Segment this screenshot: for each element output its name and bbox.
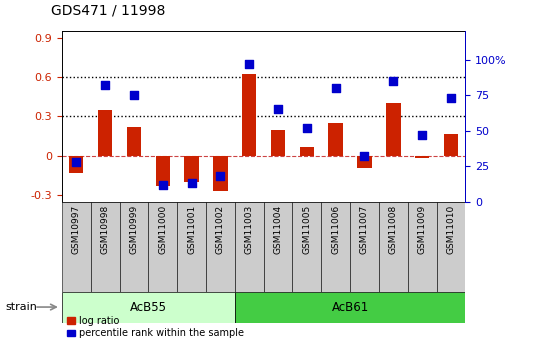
- Bar: [444, 134, 458, 156]
- Bar: [155, 156, 170, 186]
- Text: strain: strain: [5, 302, 37, 312]
- Text: GSM11010: GSM11010: [447, 205, 456, 254]
- Bar: [127, 127, 141, 156]
- Bar: [235, 292, 465, 323]
- Text: GSM10997: GSM10997: [72, 205, 81, 254]
- Bar: [148, 202, 177, 292]
- Bar: [350, 202, 379, 292]
- Text: GSM11005: GSM11005: [302, 205, 312, 254]
- Point: [274, 107, 282, 112]
- Point: [245, 61, 253, 67]
- Bar: [213, 156, 228, 191]
- Bar: [293, 202, 321, 292]
- Bar: [408, 202, 436, 292]
- Bar: [329, 123, 343, 156]
- Text: GSM11008: GSM11008: [389, 205, 398, 254]
- Bar: [300, 147, 314, 156]
- Point: [331, 85, 340, 91]
- Text: AcB55: AcB55: [130, 300, 167, 314]
- Text: GSM11003: GSM11003: [245, 205, 254, 254]
- Text: GSM11007: GSM11007: [360, 205, 369, 254]
- Text: GSM10998: GSM10998: [101, 205, 110, 254]
- Bar: [235, 202, 264, 292]
- Bar: [379, 202, 408, 292]
- Text: GSM11004: GSM11004: [273, 205, 282, 254]
- Legend: log ratio, percentile rank within the sample: log ratio, percentile rank within the sa…: [67, 316, 244, 338]
- Point: [360, 154, 369, 159]
- Point: [72, 159, 81, 165]
- Bar: [264, 202, 293, 292]
- Text: GSM11002: GSM11002: [216, 205, 225, 254]
- Bar: [185, 156, 199, 182]
- Text: GSM11001: GSM11001: [187, 205, 196, 254]
- Point: [101, 82, 109, 88]
- Point: [158, 182, 167, 188]
- Bar: [386, 103, 400, 156]
- Text: GSM11009: GSM11009: [417, 205, 427, 254]
- Text: GSM10999: GSM10999: [130, 205, 138, 254]
- Text: GSM11000: GSM11000: [158, 205, 167, 254]
- Bar: [91, 202, 119, 292]
- Point: [216, 174, 225, 179]
- Point: [130, 92, 138, 98]
- Point: [418, 132, 427, 138]
- Point: [187, 180, 196, 186]
- Bar: [357, 156, 372, 168]
- Point: [389, 78, 398, 83]
- Bar: [436, 202, 465, 292]
- Bar: [206, 202, 235, 292]
- Bar: [62, 202, 91, 292]
- Bar: [62, 292, 235, 323]
- Bar: [69, 156, 83, 173]
- Bar: [271, 130, 285, 156]
- Bar: [177, 202, 206, 292]
- Bar: [321, 202, 350, 292]
- Text: GSM11006: GSM11006: [331, 205, 340, 254]
- Point: [302, 125, 311, 131]
- Bar: [98, 110, 112, 156]
- Point: [447, 95, 455, 101]
- Bar: [242, 75, 257, 156]
- Text: AcB61: AcB61: [331, 300, 369, 314]
- Bar: [119, 202, 148, 292]
- Bar: [415, 156, 429, 158]
- Text: GDS471 / 11998: GDS471 / 11998: [51, 3, 166, 17]
